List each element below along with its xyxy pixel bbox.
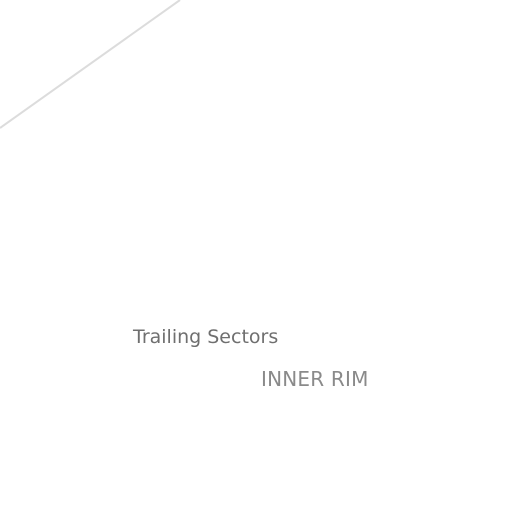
diagonal-line bbox=[0, 0, 181, 129]
label-inner-rim: INNER RIM bbox=[261, 367, 369, 391]
label-trailing-sectors: Trailing Sectors bbox=[133, 326, 279, 348]
